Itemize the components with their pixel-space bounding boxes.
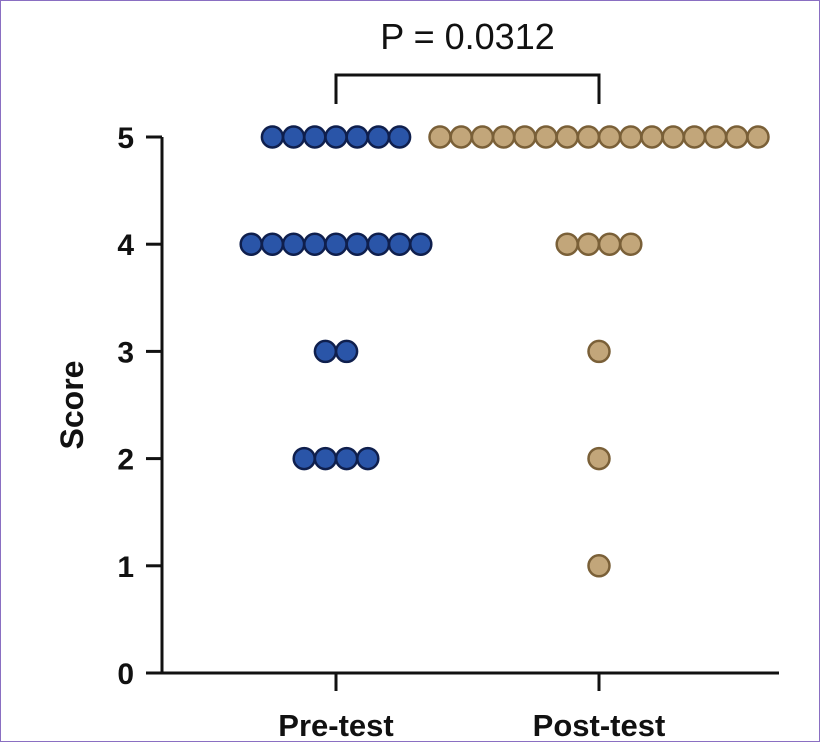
data-point <box>513 125 537 149</box>
data-point <box>387 232 412 256</box>
data-points <box>239 125 770 578</box>
data-point <box>239 232 263 256</box>
data-point <box>409 232 433 256</box>
data-point <box>576 125 601 149</box>
data-point <box>619 232 643 256</box>
data-point <box>366 125 391 149</box>
bracket-line <box>334 73 601 104</box>
y-tick-label-5: 5 <box>117 122 134 155</box>
data-point <box>597 125 622 149</box>
data-point <box>281 125 306 149</box>
data-point <box>387 125 412 149</box>
data-point <box>303 232 327 256</box>
data-point <box>725 125 749 149</box>
x-tick-label-post-test: Post-test <box>533 708 666 741</box>
data-point <box>619 125 643 149</box>
data-point <box>703 125 728 149</box>
data-point <box>597 232 622 256</box>
data-point <box>449 125 473 149</box>
data-point <box>292 446 316 471</box>
y-tick-label-0: 0 <box>117 658 134 691</box>
data-point <box>334 446 359 471</box>
data-point <box>661 125 685 149</box>
data-point <box>345 125 369 149</box>
p-value-annotation: P = 0.0312 <box>380 16 555 57</box>
data-point <box>640 125 664 149</box>
data-point <box>576 232 601 256</box>
data-point <box>281 232 306 256</box>
data-point <box>534 125 558 149</box>
x-tick-label-pre-test: Pre-test <box>278 708 393 741</box>
data-point <box>587 446 611 471</box>
y-tick-label-1: 1 <box>117 551 134 584</box>
data-point <box>324 125 348 149</box>
data-point <box>587 554 611 578</box>
y-tick-label-2: 2 <box>117 444 134 477</box>
data-point <box>324 232 348 256</box>
data-point <box>746 125 770 149</box>
data-point <box>345 232 369 256</box>
data-point <box>470 125 495 149</box>
data-point <box>491 125 516 149</box>
data-point <box>260 125 285 149</box>
y-tick-label-4: 4 <box>117 229 134 262</box>
data-point <box>682 125 707 149</box>
data-point <box>428 125 452 149</box>
y-axis-title: Score <box>54 361 90 450</box>
axes <box>160 137 779 675</box>
data-point <box>555 125 579 149</box>
data-point <box>356 446 380 471</box>
data-point <box>366 232 391 256</box>
data-point <box>303 125 327 149</box>
data-point <box>334 339 359 364</box>
data-point <box>313 339 338 364</box>
x-ticks: Pre-test Post-test <box>278 673 665 741</box>
data-point <box>587 339 611 364</box>
y-tick-label-3: 3 <box>117 336 134 369</box>
significance-bracket <box>334 73 601 104</box>
data-point <box>555 232 579 256</box>
data-point <box>260 232 285 256</box>
data-point <box>313 446 338 471</box>
y-ticks: 0 1 2 3 4 5 <box>117 122 162 691</box>
